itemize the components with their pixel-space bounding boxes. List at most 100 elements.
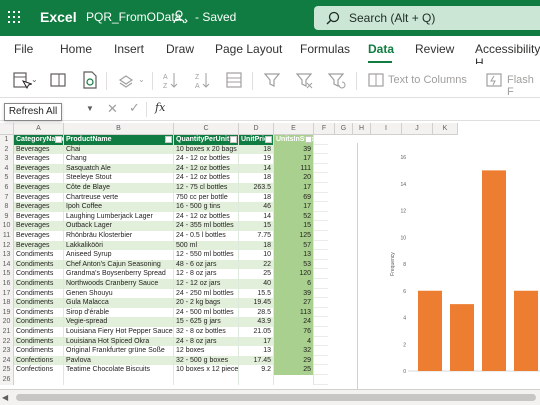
table-cell[interactable]: Chang [64,154,174,164]
table-cell[interactable]: Pavlova [64,355,174,366]
data-types-icon[interactable] [116,70,136,90]
table-cell[interactable]: 17.45 [239,355,274,366]
table-cell[interactable]: 24 - 355 ml bottles [174,221,239,231]
table-cell[interactable]: Chartreuse verte [64,192,174,203]
table-cell[interactable]: 24 - 12 oz bottles [174,211,239,222]
column-header-b[interactable]: B [64,123,174,135]
table-cell[interactable]: 12 - 75 cl bottles [174,183,239,193]
row-header[interactable]: 21 [0,327,14,337]
table-cell[interactable]: Original Frankfurter grüne Soße [64,346,174,356]
app-launcher-icon[interactable] [8,11,20,23]
row-header[interactable]: 9 [0,211,14,222]
table-cell[interactable]: Chai [64,144,174,155]
table-cell[interactable]: 125 [274,231,314,241]
table-header-cell[interactable]: QuantityPerUnit [174,135,239,145]
row-header[interactable]: 6 [0,183,14,193]
table-cell[interactable]: 46 [239,202,274,212]
clear-filter-icon[interactable] [294,70,314,90]
sort-ascending-icon[interactable]: A Z [160,70,180,90]
row-header[interactable]: 20 [0,317,14,327]
table-cell[interactable]: 21.05 [239,327,274,337]
table-cell[interactable]: 10 boxes x 20 bags [174,144,239,155]
table-cell[interactable]: Condiments [14,259,64,270]
horizontal-scrollbar[interactable]: ◀ [0,389,540,405]
table-cell[interactable]: Condiments [14,317,64,327]
table-cell[interactable]: Louisiana Fiery Hot Pepper Sauce [64,327,174,337]
scroll-thumb[interactable] [16,394,536,401]
table-cell[interactable]: 24 - 12 oz bottles [174,154,239,164]
select-all-corner[interactable] [0,123,14,135]
table-header-cell[interactable]: UnitPrice [239,135,274,145]
reapply-filter-icon[interactable] [326,70,346,90]
table-cell[interactable]: 69 [274,192,314,203]
tab-accessibility[interactable]: Accessibility H [475,42,540,70]
cancel-icon[interactable]: ✕ [107,101,118,116]
row-header[interactable]: 18 [0,298,14,308]
row-header[interactable]: 25 [0,365,14,375]
table-cell[interactable]: 12 - 8 oz jars [174,269,239,279]
table-cell[interactable]: 57 [274,240,314,251]
table-cell[interactable]: Sirop d'érable [64,307,174,318]
table-cell[interactable]: Outback Lager [64,221,174,231]
table-cell[interactable]: 15 [239,221,274,231]
column-header-f[interactable]: F [314,123,335,135]
row-header[interactable]: 19 [0,307,14,318]
table-cell[interactable]: 18 [239,240,274,251]
table-cell[interactable]: 24 [274,317,314,327]
row-header[interactable]: 23 [0,346,14,356]
table-cell[interactable]: 500 ml [174,240,239,251]
table-cell[interactable]: Vegie-spread [64,317,174,327]
enter-icon[interactable]: ✓ [129,100,140,115]
table-cell[interactable]: 24 - 12 oz bottles [174,163,239,174]
tab-file[interactable]: File [14,42,34,56]
filter-dropdown-icon[interactable] [265,136,272,143]
table-cell[interactable]: 15 - 625 g jars [174,317,239,327]
table-cell[interactable]: 12 boxes [174,346,239,356]
table-cell[interactable]: Beverages [14,240,64,251]
table-cell[interactable]: 12 - 550 ml bottles [174,250,239,260]
tab-draw[interactable]: Draw [166,42,195,56]
empty-cell[interactable] [174,375,239,385]
table-cell[interactable]: Condiments [14,288,64,299]
flash-fill-button[interactable]: Flash F [507,74,534,98]
table-cell[interactable]: Beverages [14,183,64,193]
table-header-cell[interactable]: CategoryName [14,135,64,145]
table-cell[interactable]: 20 [274,173,314,183]
table-cell[interactable]: 39 [274,288,314,299]
table-cell[interactable]: 20 - 2 kg bags [174,298,239,308]
table-cell[interactable]: Condiments [14,336,64,347]
table-cell[interactable]: 12 - 12 oz jars [174,279,239,289]
filter-dropdown-icon[interactable] [165,136,172,143]
table-cell[interactable]: 32 - 8 oz bottles [174,327,239,337]
column-header-a[interactable]: A [14,123,64,135]
table-cell[interactable]: Condiments [14,279,64,289]
table-cell[interactable]: Côte de Blaye [64,183,174,193]
table-cell[interactable]: 13 [274,250,314,260]
chart-bar[interactable] [418,290,442,371]
table-cell[interactable]: 113 [274,307,314,318]
table-cell[interactable]: Confections [14,355,64,366]
table-cell[interactable]: Aniseed Syrup [64,250,174,260]
connections-icon[interactable] [80,70,100,90]
column-header-c[interactable]: C [174,123,239,135]
tab-data[interactable]: Data [368,42,395,56]
table-cell[interactable]: Beverages [14,173,64,183]
scroll-left-icon[interactable]: ◀ [2,393,9,402]
table-cell[interactable]: 25 [274,365,314,375]
column-header-i[interactable]: I [371,123,402,135]
table-cell[interactable]: 43.9 [239,317,274,327]
table-cell[interactable]: 24 - 12 oz bottles [174,173,239,183]
chart-bar[interactable] [514,290,538,371]
row-header[interactable]: 2 [0,144,14,155]
row-header[interactable]: 4 [0,163,14,174]
table-cell[interactable]: Beverages [14,144,64,155]
row-header[interactable]: 11 [0,231,14,241]
column-header-k[interactable]: K [433,123,458,135]
row-header[interactable]: 1 [0,135,14,145]
table-cell[interactable]: 32 [274,346,314,356]
table-cell[interactable]: 29 [274,355,314,366]
search-box[interactable]: Search (Alt + Q) [314,6,540,30]
row-header[interactable]: 7 [0,192,14,203]
table-header-cell[interactable]: UnitsInStock [274,135,314,145]
table-cell[interactable]: 39 [274,144,314,155]
